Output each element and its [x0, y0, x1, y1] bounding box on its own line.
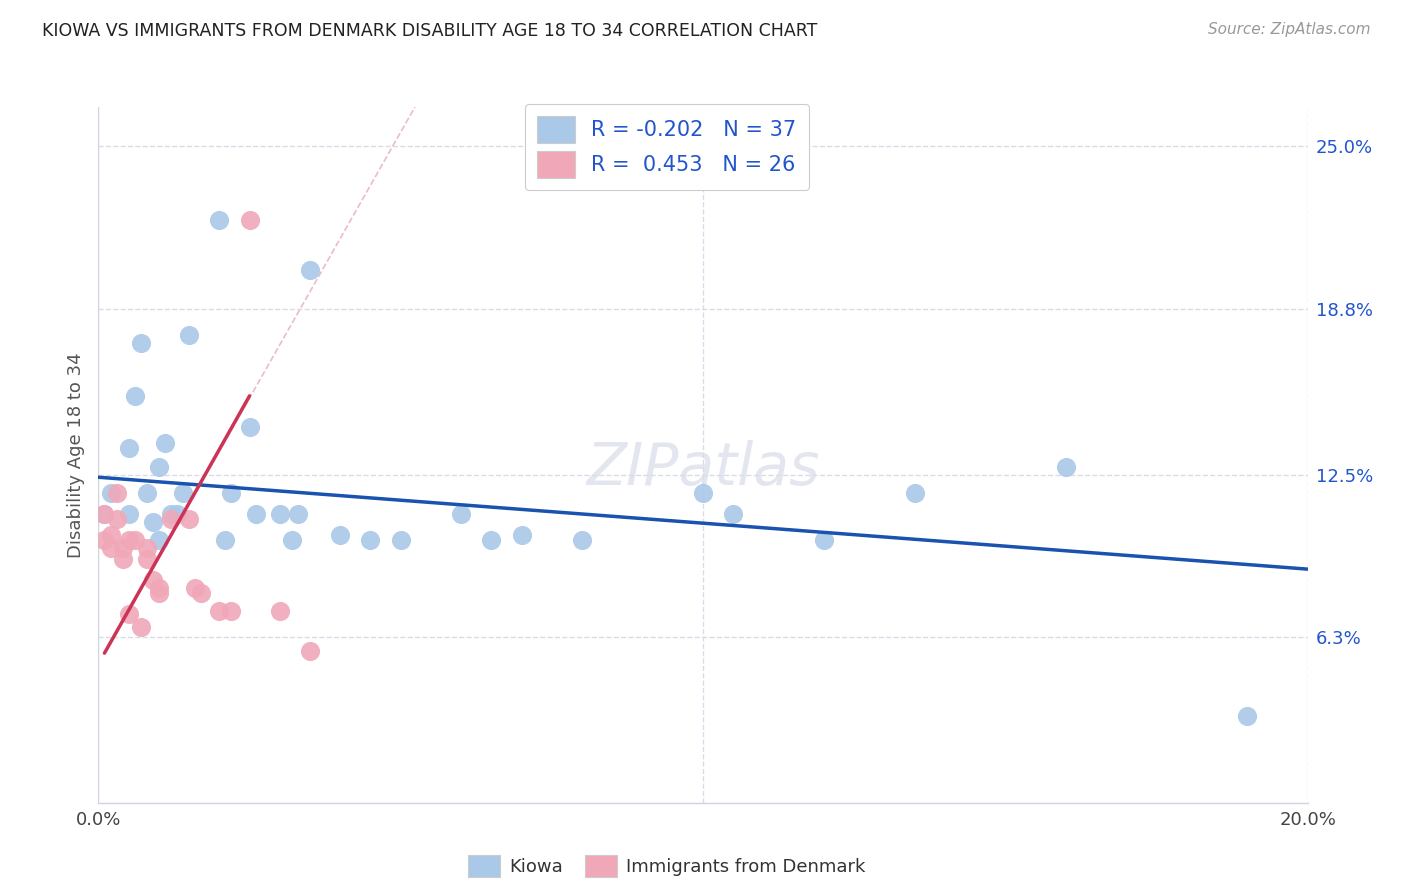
Point: [299, 262, 322, 277]
Point: [118, 533, 141, 548]
Point: [105, 486, 128, 500]
Point: [299, 643, 322, 657]
Point: [214, 533, 236, 548]
Point: [179, 328, 201, 343]
Point: [135, 486, 157, 500]
Point: [148, 581, 170, 595]
Point: [166, 507, 188, 521]
Point: [124, 533, 146, 548]
Point: [111, 541, 134, 555]
Point: [208, 604, 231, 618]
Point: [245, 507, 267, 521]
Point: [129, 336, 152, 351]
Point: [221, 604, 243, 618]
Point: [481, 533, 503, 548]
Legend: Kiowa, Immigrants from Denmark: Kiowa, Immigrants from Denmark: [461, 847, 873, 884]
Point: [510, 528, 533, 542]
Point: [124, 389, 146, 403]
Point: [100, 486, 122, 500]
Point: [813, 533, 835, 548]
Point: [93, 507, 115, 521]
Point: [93, 507, 115, 521]
Point: [135, 551, 157, 566]
Point: [172, 486, 194, 500]
Point: [160, 512, 183, 526]
Point: [135, 541, 157, 555]
Point: [93, 533, 115, 548]
Point: [148, 586, 170, 600]
Text: Source: ZipAtlas.com: Source: ZipAtlas.com: [1208, 22, 1371, 37]
Point: [287, 507, 309, 521]
Point: [1054, 459, 1077, 474]
Point: [100, 541, 122, 555]
Y-axis label: Disability Age 18 to 34: Disability Age 18 to 34: [66, 352, 84, 558]
Point: [148, 533, 170, 548]
Point: [904, 486, 927, 500]
Point: [105, 512, 128, 526]
Point: [360, 533, 382, 548]
Point: [118, 442, 141, 456]
Point: [160, 507, 183, 521]
Point: [571, 533, 593, 548]
Point: [1236, 709, 1258, 723]
Point: [450, 507, 472, 521]
Point: [179, 512, 201, 526]
Point: [129, 620, 152, 634]
Point: [190, 586, 212, 600]
Point: [239, 420, 262, 434]
Point: [118, 507, 141, 521]
Point: [111, 551, 134, 566]
Point: [148, 459, 170, 474]
Point: [329, 528, 352, 542]
Point: [723, 507, 745, 521]
Point: [389, 533, 412, 548]
Point: [153, 436, 176, 450]
Point: [221, 486, 243, 500]
Point: [269, 604, 291, 618]
Text: KIOWA VS IMMIGRANTS FROM DENMARK DISABILITY AGE 18 TO 34 CORRELATION CHART: KIOWA VS IMMIGRANTS FROM DENMARK DISABIL…: [42, 22, 817, 40]
Point: [269, 507, 291, 521]
Point: [100, 528, 122, 542]
Point: [118, 607, 141, 621]
Point: [208, 213, 231, 227]
Point: [142, 515, 165, 529]
Point: [239, 213, 262, 227]
Point: [692, 486, 714, 500]
Text: ZIPatlas: ZIPatlas: [586, 441, 820, 498]
Point: [142, 573, 165, 587]
Point: [281, 533, 304, 548]
Point: [184, 581, 207, 595]
